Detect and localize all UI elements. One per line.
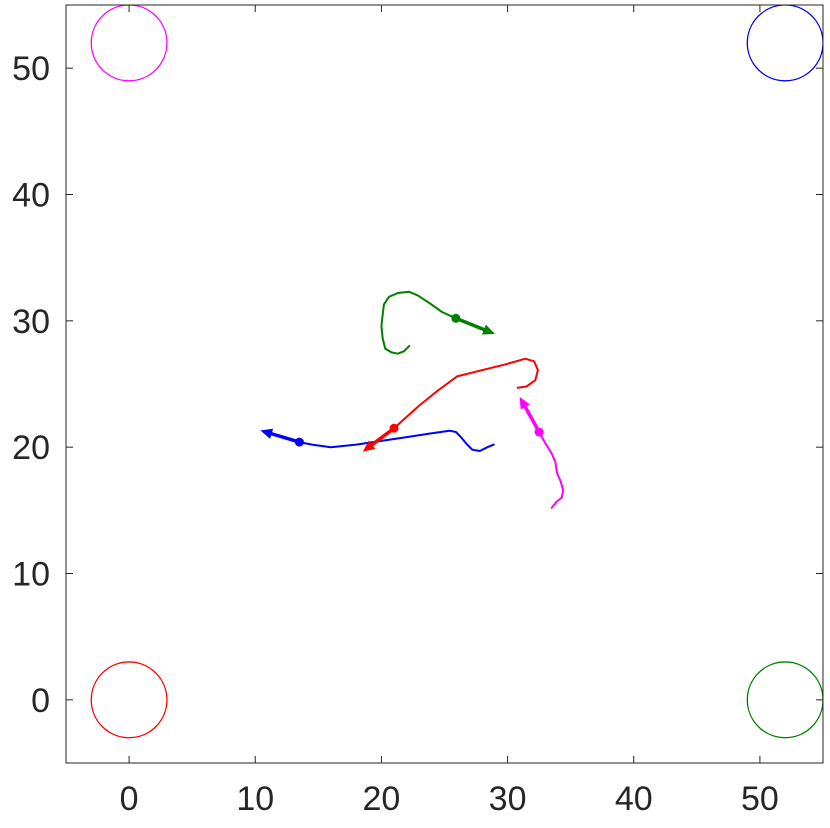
position-marker-1 bbox=[389, 423, 399, 433]
position-marker-2 bbox=[451, 313, 461, 323]
heading-arrow-shaft-1 bbox=[369, 426, 396, 447]
y-tick-label: 0 bbox=[31, 682, 50, 720]
target-circles bbox=[90, 5, 823, 739]
x-tick-label: 30 bbox=[489, 780, 527, 818]
axes-box bbox=[65, 4, 824, 764]
plot-area bbox=[66, 5, 823, 763]
position-marker-3 bbox=[534, 427, 544, 437]
x-tick-label: 40 bbox=[615, 780, 653, 818]
heading-arrow-head-1 bbox=[362, 440, 376, 452]
axes: 0 10 20 30 40 50 0 10 20 30 40 50 bbox=[12, 4, 824, 818]
y-tick-label: 40 bbox=[12, 177, 50, 215]
y-tick-label: 30 bbox=[12, 303, 50, 341]
trajectory-line-0 bbox=[298, 429, 495, 452]
target-circle-0 bbox=[90, 661, 168, 739]
heading-arrow-shaft-3 bbox=[523, 404, 541, 434]
target-circle-2 bbox=[746, 5, 823, 82]
position-marker-0 bbox=[294, 437, 304, 447]
heading-arrow-head-3 bbox=[519, 396, 530, 410]
y-tick-label: 20 bbox=[12, 429, 50, 467]
x-tick-label: 50 bbox=[741, 780, 779, 818]
trajectories bbox=[260, 290, 565, 509]
target-circle-1 bbox=[746, 661, 823, 739]
heading-arrow-shaft-0 bbox=[269, 431, 302, 444]
heading-arrow-head-0 bbox=[260, 428, 274, 439]
x-tick-label: 20 bbox=[363, 780, 401, 818]
y-tick-label: 10 bbox=[12, 556, 50, 594]
x-tick-label: 0 bbox=[120, 780, 139, 818]
heading-arrow-shaft-2 bbox=[454, 316, 487, 332]
heading-arrow-head-2 bbox=[481, 324, 495, 335]
y-tick-label: 50 bbox=[12, 50, 50, 88]
trajectory-line-1 bbox=[393, 357, 539, 430]
trajectory-line-3 bbox=[538, 431, 565, 509]
target-circle-3 bbox=[90, 5, 168, 82]
trajectory-line-2 bbox=[380, 290, 457, 355]
x-tick-label: 10 bbox=[236, 780, 274, 818]
